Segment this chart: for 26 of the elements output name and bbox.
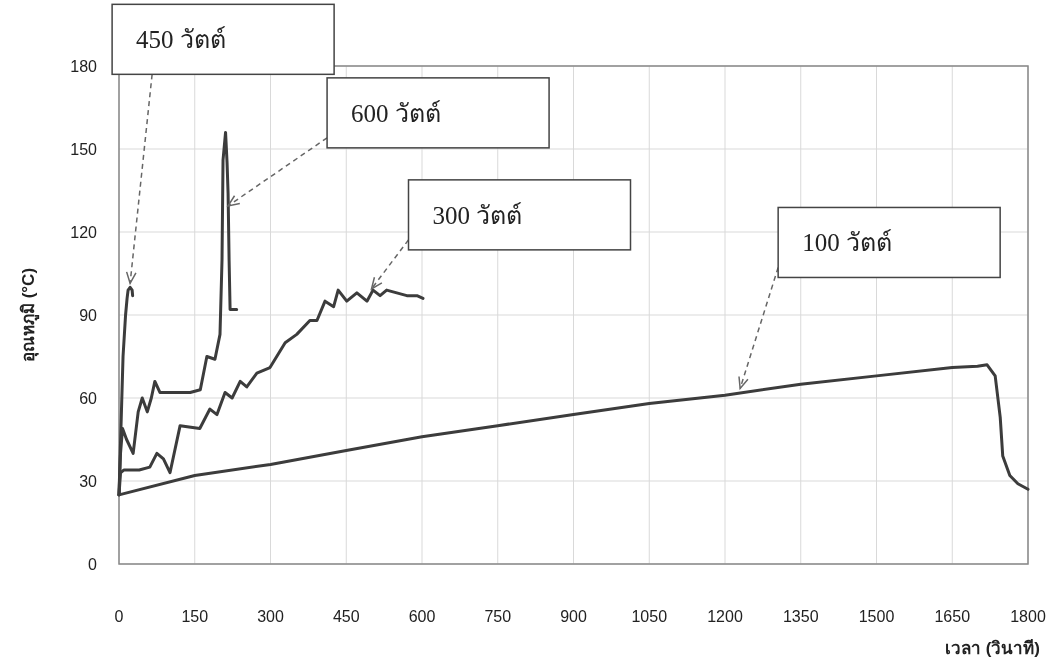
x-tick-label: 1500	[858, 608, 895, 625]
annotation: 600 วัตต์	[351, 99, 441, 127]
annotation: 450 วัตต์	[136, 26, 226, 54]
x-tick-label: 0	[114, 608, 124, 625]
x-tick-label: 1350	[782, 608, 819, 625]
y-tick-label: 60	[79, 390, 98, 407]
y-tick-label: 90	[79, 307, 98, 324]
x-tick-label: 450	[332, 608, 360, 625]
x-tick-label: 150	[181, 608, 209, 625]
x-tick-label: 750	[484, 608, 512, 625]
x-tick-label: 600	[408, 608, 436, 625]
x-tick-label: 1200	[707, 608, 743, 625]
x-axis-title: เวลา (วินาที)	[944, 638, 1040, 658]
x-tick-label: 900	[560, 608, 587, 625]
y-tick-label: 120	[70, 224, 98, 241]
y-tick-label: 0	[88, 556, 98, 573]
annotation: 100 วัตต์	[802, 229, 892, 257]
x-tick-label: 300	[257, 608, 284, 625]
y-tick-label: 30	[79, 473, 98, 490]
y-tick-label: 150	[70, 141, 98, 158]
x-tick-label: 1800	[1010, 608, 1046, 625]
x-tick-label: 1050	[631, 608, 668, 625]
annotation: 300 วัตต์	[432, 201, 523, 229]
y-tick-label: 180	[70, 58, 98, 75]
y-axis-title: อุณหภูมิ (°C)	[19, 267, 40, 363]
x-tick-label: 1650	[934, 608, 971, 625]
